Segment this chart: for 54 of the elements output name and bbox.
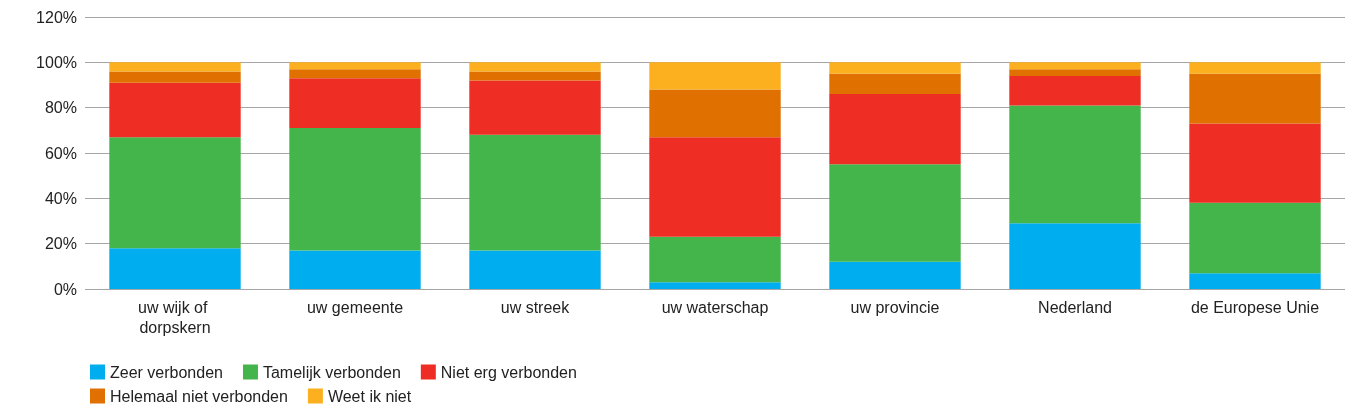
bar [469, 250, 601, 289]
bar [1009, 75, 1141, 106]
bar [1009, 62, 1141, 70]
y-tick-label: 40% [44, 189, 77, 207]
y-tick-label: 60% [44, 144, 77, 162]
bar [469, 134, 601, 251]
bar [649, 89, 781, 138]
bar [1189, 123, 1321, 203]
bar [109, 82, 241, 138]
bar [109, 137, 241, 249]
bar [109, 248, 241, 289]
legend-label: Zeer verbonden [110, 363, 223, 381]
bar [829, 62, 961, 74]
bar [469, 80, 601, 135]
x-tick-label: uw provincie [850, 298, 940, 316]
y-tick-label: 80% [44, 99, 77, 117]
y-tick-label: 20% [44, 235, 77, 253]
bar [829, 164, 961, 262]
bar [1009, 105, 1141, 224]
bar [109, 62, 241, 72]
x-tick-label: de Europese Unie [1190, 298, 1320, 316]
bar [1009, 69, 1141, 76]
bar [1189, 202, 1321, 274]
bar [829, 94, 961, 165]
legend-label: Niet erg verbonden [440, 363, 577, 381]
bar [649, 236, 781, 283]
bar [829, 261, 961, 289]
bar [289, 69, 421, 79]
y-tick-label: 100% [36, 53, 77, 71]
bar [649, 282, 781, 289]
x-tick-label: uw waterschap [661, 298, 769, 316]
bar [289, 78, 421, 129]
bar [1189, 62, 1321, 74]
bar [829, 73, 961, 95]
bar [649, 137, 781, 237]
bar [469, 62, 601, 72]
bar [1009, 223, 1141, 289]
x-tick-label: uw gemeente [306, 298, 404, 316]
legend-label: Tamelijk verbonden [262, 363, 401, 381]
bar [289, 128, 421, 251]
y-tick-label: 0% [53, 280, 77, 298]
legend-label: Helemaal niet verbonden [110, 387, 288, 405]
x-tick-label: Nederland [1038, 298, 1112, 316]
bar [109, 71, 241, 83]
bar [289, 62, 421, 70]
x-tick-label: uw streek [500, 298, 571, 316]
bar [1189, 73, 1321, 124]
bar [1189, 273, 1321, 289]
bar [649, 62, 781, 90]
x-tick-label: uw wijk of dorpskern [138, 298, 212, 336]
legend-label: Weet ik niet [327, 387, 412, 405]
bar [289, 250, 421, 289]
y-tick-label: 120% [36, 8, 77, 26]
bar [469, 71, 601, 81]
